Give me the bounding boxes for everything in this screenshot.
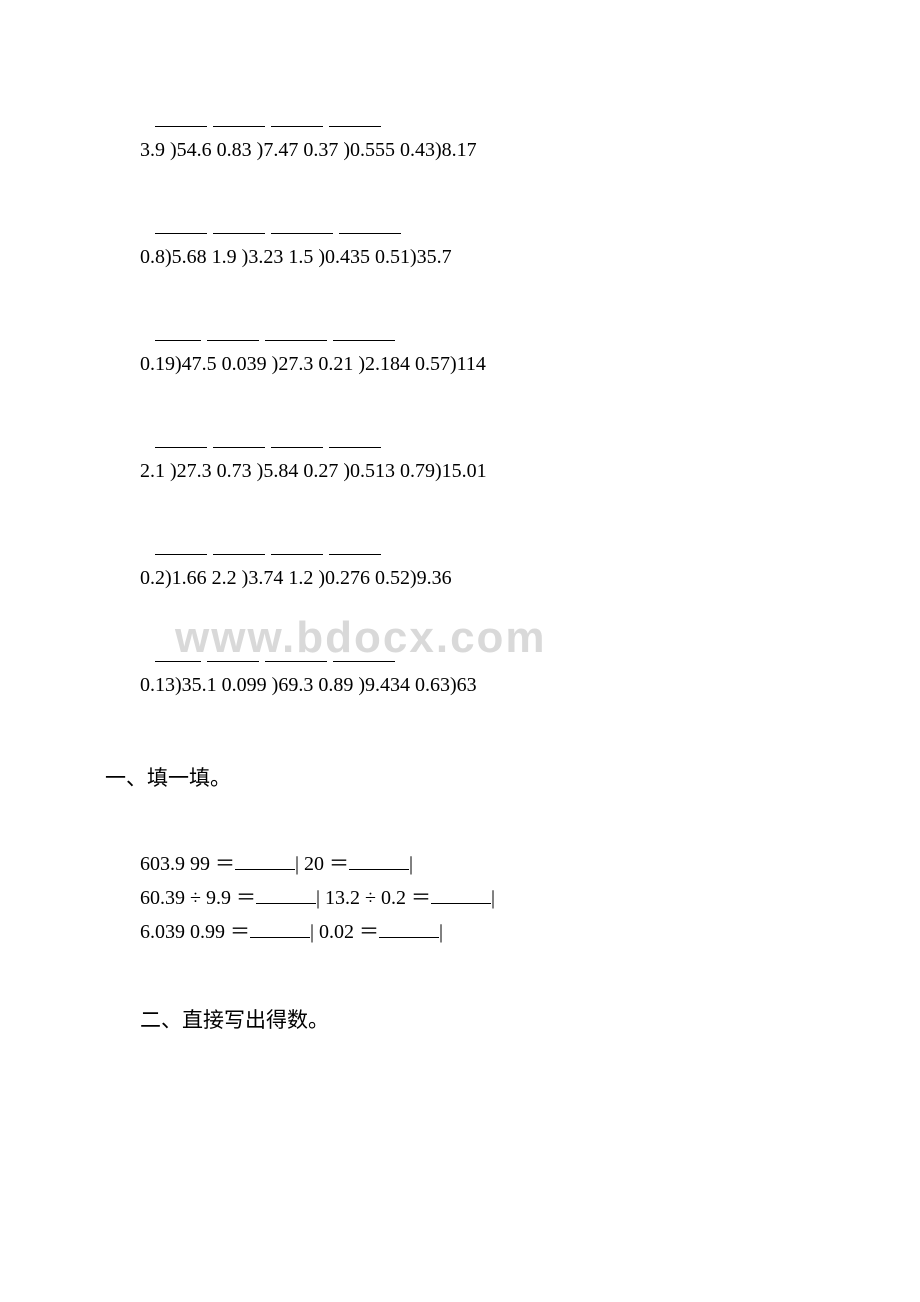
blank — [271, 539, 323, 555]
blank-line — [155, 324, 920, 347]
fill-text: | — [491, 887, 495, 909]
blank — [271, 432, 323, 448]
division-problems: 2.1 )27.3 0.73 )5.84 0.27 )0.513 0.79)15… — [140, 460, 920, 483]
fill-blank — [235, 852, 295, 870]
problem-group: 0.8)5.68 1.9 )3.23 1.5 )0.435 0.51)35.7 — [140, 217, 920, 269]
fill-text: | 20 ＝ — [295, 853, 349, 875]
blank — [329, 432, 381, 448]
blank — [333, 325, 395, 341]
blank — [329, 111, 381, 127]
blank — [213, 111, 265, 127]
problem-group: 2.1 )27.3 0.73 )5.84 0.27 )0.513 0.79)15… — [140, 431, 920, 483]
fill-text: 60.39 ÷ 9.9 ＝ — [140, 887, 256, 909]
blank — [207, 325, 259, 341]
blank — [213, 218, 265, 234]
division-problems: 0.19)47.5 0.039 )27.3 0.21 )2.184 0.57)1… — [140, 353, 920, 376]
problem-group: 0.2)1.66 2.2 )3.74 1.2 )0.276 0.52)9.36 — [140, 538, 920, 590]
fill-blank — [250, 920, 310, 938]
content-wrapper: 3.9 )54.6 0.83 )7.47 0.37 )0.555 0.43)8.… — [140, 110, 920, 1034]
blank — [333, 646, 395, 662]
blank — [213, 539, 265, 555]
blank — [207, 646, 259, 662]
blank — [213, 432, 265, 448]
blank — [265, 325, 327, 341]
blank — [265, 646, 327, 662]
section-two-title: 二、直接写出得数。 — [140, 1004, 920, 1034]
blank — [155, 111, 207, 127]
blank — [155, 432, 207, 448]
fill-group: 603.9 99 ＝ | 20 ＝ | 60.39 ÷ 9.9 ＝ | 13.2 ÷ 0… — [140, 847, 920, 949]
blank — [329, 539, 381, 555]
problem-group: 3.9 )54.6 0.83 )7.47 0.37 )0.555 0.43)8.… — [140, 110, 920, 162]
section-one-title: 一、填一填。 — [105, 762, 920, 792]
blank — [271, 218, 333, 234]
blank-line — [155, 217, 920, 240]
fill-text: 6.039 0.99 ＝ — [140, 921, 250, 943]
division-problems: 0.13)35.1 0.099 )69.3 0.89 )9.434 0.63)6… — [140, 674, 920, 697]
fill-blank — [349, 852, 409, 870]
blank — [155, 646, 201, 662]
blank — [155, 218, 207, 234]
division-problems: 0.8)5.68 1.9 )3.23 1.5 )0.435 0.51)35.7 — [140, 246, 920, 269]
problem-group: 0.13)35.1 0.099 )69.3 0.89 )9.434 0.63)6… — [140, 645, 920, 697]
blank — [339, 218, 401, 234]
blank — [155, 539, 207, 555]
division-problems: 3.9 )54.6 0.83 )7.47 0.37 )0.555 0.43)8.… — [140, 139, 920, 162]
blank — [155, 325, 201, 341]
fill-line: 60.39 ÷ 9.9 ＝ | 13.2 ÷ 0.2 ＝ | — [140, 881, 920, 915]
fill-line: 6.039 0.99 ＝ | 0.02 ＝ | — [140, 915, 920, 949]
blank-line — [155, 645, 920, 668]
problem-group: 0.19)47.5 0.039 )27.3 0.21 )2.184 0.57)1… — [140, 324, 920, 376]
division-problems: 0.2)1.66 2.2 )3.74 1.2 )0.276 0.52)9.36 — [140, 567, 920, 590]
blank-line — [155, 431, 920, 454]
problem-groups-container: 3.9 )54.6 0.83 )7.47 0.37 )0.555 0.43)8.… — [140, 110, 920, 697]
fill-text: | — [439, 921, 443, 943]
fill-text: | — [409, 853, 413, 875]
blank — [271, 111, 323, 127]
fill-blank — [256, 886, 316, 904]
fill-text: | 0.02 ＝ — [310, 921, 379, 943]
fill-line: 603.9 99 ＝ | 20 ＝ | — [140, 847, 920, 881]
fill-blank — [379, 920, 439, 938]
fill-blank — [431, 886, 491, 904]
fill-text: | 13.2 ÷ 0.2 ＝ — [316, 887, 431, 909]
blank-line — [155, 110, 920, 133]
fill-text: 603.9 99 ＝ — [140, 853, 235, 875]
blank-line — [155, 538, 920, 561]
